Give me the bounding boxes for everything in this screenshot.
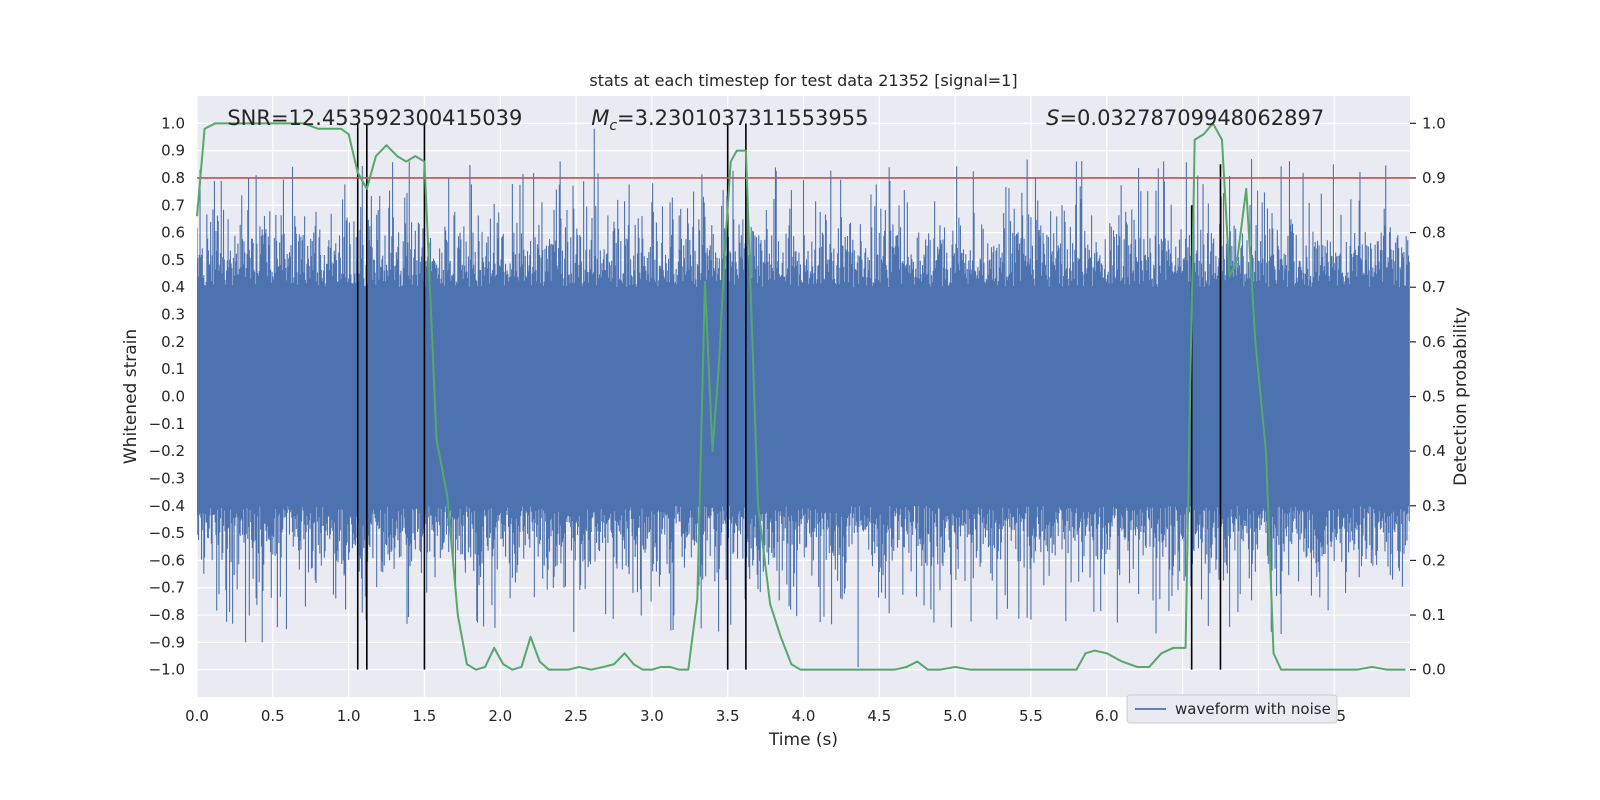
y-left-tick-label: −0.3 <box>149 469 185 487</box>
y-right-tick-label: 0.5 <box>1422 388 1446 406</box>
y-axis-right: 1.0 0.9 0.8 0.7 0.6 0.5 0.4 0.3 0.2 0.1 0.0 <box>1410 114 1446 679</box>
x-tick-label: 2.5 <box>564 707 588 725</box>
y-left-tick-label: 0.9 <box>161 142 185 160</box>
x-tick-label: 0.0 <box>185 707 209 725</box>
x-tick-label: 2.0 <box>488 707 512 725</box>
probability-series <box>196 122 1406 671</box>
x-tick-label: 3.5 <box>716 707 740 725</box>
x-tick-label: 1.0 <box>337 707 361 725</box>
annotations: SNR=12.453592300415039 Mc=3.2301037311553… <box>227 106 1324 134</box>
y-right-tick-label: 0.2 <box>1422 551 1446 569</box>
y-right-tick-label: 0.4 <box>1422 442 1446 460</box>
y-left-tick-label: 0.8 <box>161 169 185 187</box>
annotation-1: SNR=12.453592300415039 <box>227 106 522 130</box>
y-left-tick-label: 0.0 <box>161 388 185 406</box>
y-right-tick-label: 0.0 <box>1422 661 1446 679</box>
y-left-tick-label: −0.1 <box>149 415 185 433</box>
x-tick-label: 6.0 <box>1095 707 1119 725</box>
y-left-tick-label: −0.7 <box>149 579 185 597</box>
probability-line <box>196 122 1406 671</box>
y-left-tick-label: 0.1 <box>161 360 185 378</box>
y-left-tick-label: −0.2 <box>149 442 185 460</box>
y-left-tick-label: −0.5 <box>149 524 185 542</box>
y-left-tick-label: 0.7 <box>161 196 185 214</box>
waveform-series <box>197 128 1410 667</box>
y-left-tick-label: −0.9 <box>149 633 185 651</box>
y-left-tick-label: 0.2 <box>161 333 185 351</box>
annotation-2: Mc=3.2301037311553955 <box>591 106 868 134</box>
y-left-tick-label: 1.0 <box>161 114 185 132</box>
x-axis-label: Time (s) <box>768 730 838 750</box>
y-right-tick-label: 0.9 <box>1422 169 1446 187</box>
y-left-tick-label: 0.3 <box>161 306 185 324</box>
x-tick-label: 4.0 <box>792 707 816 725</box>
chart-title: stats at each timestep for test data 213… <box>589 71 1017 90</box>
annotation-3: S=0.03278709948062897 <box>1046 106 1324 130</box>
y-left-tick-label: 0.4 <box>161 278 185 296</box>
y-left-tick-label: −1.0 <box>149 661 185 679</box>
legend: waveform with noise <box>1126 694 1338 724</box>
y-axis-left-label: Whitened strain <box>121 329 141 464</box>
y-left-tick-label: −0.8 <box>149 606 185 624</box>
y-right-tick-label: 0.3 <box>1422 497 1446 515</box>
y-axis-left: 1.0 0.9 0.8 0.7 0.6 0.5 0.4 0.3 0.2 0.1 0.0 −0.1 −0.… <box>149 114 185 678</box>
x-tick-label: 1.5 <box>413 707 437 725</box>
legend-box <box>1126 694 1338 724</box>
waveform-line <box>197 128 1410 667</box>
y-axis-right-label: Detection probability <box>1451 307 1471 486</box>
y-right-tick-label: 1.0 <box>1422 114 1446 132</box>
x-axis: 0.00.51.01.52.02.53.03.54.04.55.05.56.06… <box>185 707 1346 725</box>
y-right-tick-label: 0.8 <box>1422 224 1446 242</box>
x-tick-label: 4.5 <box>867 707 891 725</box>
x-tick-label: 5.5 <box>1019 707 1043 725</box>
legend-entry-waveform: waveform with noise <box>1175 700 1331 718</box>
x-tick-label: 3.0 <box>640 707 664 725</box>
x-tick-label: 0.5 <box>261 707 285 725</box>
y-right-tick-label: 0.1 <box>1422 606 1446 624</box>
y-left-tick-label: 0.5 <box>161 251 185 269</box>
y-left-tick-label: 0.6 <box>161 224 185 242</box>
y-right-tick-label: 0.7 <box>1422 278 1446 296</box>
y-left-tick-label: −0.4 <box>149 497 185 515</box>
x-tick-label: 5.0 <box>943 707 967 725</box>
y-left-tick-label: −0.6 <box>149 551 185 569</box>
y-right-tick-label: 0.6 <box>1422 333 1446 351</box>
